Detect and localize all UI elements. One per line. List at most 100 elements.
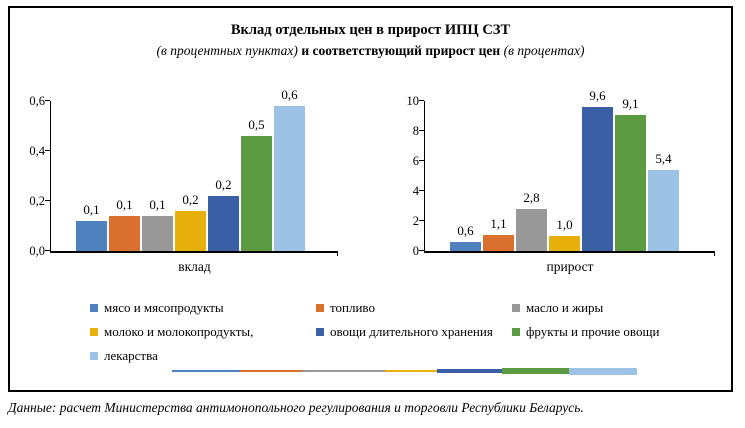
legend-color-swatch xyxy=(316,328,324,336)
bar-column: 0,6 xyxy=(450,223,481,251)
strip-segment xyxy=(569,367,637,375)
strip-segment xyxy=(302,370,385,372)
price-growth-bar-chart: 0,6 1,1 2,8 1,0 9,6 9,1 5,4 прирост 0 2 4 6 8 10 xyxy=(407,88,715,274)
bar-column: 9,1 xyxy=(615,96,646,251)
bar-value-label: 0,1 xyxy=(116,197,133,212)
bar-3: 2,8 xyxy=(516,190,547,251)
bar-value-label: 0,1 xyxy=(149,197,166,212)
y-tick-mark xyxy=(419,100,424,101)
bar-column: 0,2 xyxy=(208,177,239,251)
bar-value-label: 9,6 xyxy=(589,88,606,103)
bar-4: 1,0 xyxy=(549,217,580,251)
bar-value-label: 0,5 xyxy=(248,117,265,132)
title-line2: (в процентных пунктах) и соответствующий… xyxy=(10,41,731,61)
bar-value-label: 1,0 xyxy=(556,217,573,232)
bar-value-label: 0,6 xyxy=(281,87,298,102)
strip-segment xyxy=(172,370,240,372)
bar-6: 9,1 xyxy=(615,96,646,251)
legend-item: масло и жиры xyxy=(512,300,700,316)
legend-item: молоко и молокопродукты, xyxy=(90,324,316,340)
bar-value-label: 1,1 xyxy=(490,215,507,231)
bar-value-label: 0,2 xyxy=(215,177,232,192)
y-tick-mark xyxy=(419,220,424,221)
bar-value-label: 0,1 xyxy=(83,202,100,217)
bar-4: 0,2 xyxy=(175,192,206,251)
legend-label: лекарства xyxy=(104,348,158,363)
legend-item: фрукты и прочие овощи xyxy=(512,324,700,340)
x-axis-label: вклад xyxy=(178,259,211,274)
bar-3: 0,1 xyxy=(142,197,173,251)
bar-5: 9,6 xyxy=(582,88,613,251)
y-tick-label: 8 xyxy=(412,124,419,138)
y-tick-label: 0,4 xyxy=(29,144,45,158)
bar-value-label: 0,2 xyxy=(182,192,199,207)
strip-segment xyxy=(437,369,502,373)
bar-7: 0,6 xyxy=(274,87,305,251)
y-tick-mark xyxy=(419,130,424,131)
strip-segment xyxy=(502,368,569,374)
bar-column: 5,4 xyxy=(648,151,679,251)
title-line2-italic1: (в процентных пунктах) xyxy=(156,43,298,59)
y-tick-mark xyxy=(419,160,424,161)
legend-item: овощи длительного хранения xyxy=(316,324,512,340)
bars-group: 0,1 0,1 0,1 0,2 0,2 0,5 0,6 xyxy=(76,87,305,251)
bar-value-label: 2,8 xyxy=(523,190,540,205)
title-line2-italic2: (в процентах) xyxy=(503,43,585,59)
legend-color-swatch xyxy=(90,304,98,312)
stacked-strip xyxy=(172,365,638,377)
y-tick-mark xyxy=(45,250,50,251)
bar-6: 0,5 xyxy=(241,117,272,251)
y-tick-mark xyxy=(45,150,50,151)
legend-item: мясо и мясопродукты xyxy=(90,300,316,316)
bar-column: 1,0 xyxy=(549,217,580,251)
bar-column: 2,8 xyxy=(516,190,547,251)
y-tick-label: 0,6 xyxy=(29,94,45,108)
bar-value-label: 0,6 xyxy=(457,223,474,238)
y-tick-label: 0,0 xyxy=(29,244,45,258)
y-tick-label: 0 xyxy=(412,244,419,258)
bars-group: 0,6 1,1 2,8 1,0 9,6 9,1 5,4 xyxy=(450,88,679,251)
chart-frame: Вклад отдельных цен в прирост ИПЦ СЗТ (в… xyxy=(8,6,733,392)
legend-color-swatch xyxy=(512,304,520,312)
y-tick-mark xyxy=(419,250,424,251)
bar-column: 0,1 xyxy=(109,197,140,251)
y-tick-mark xyxy=(45,100,50,101)
strip-segment xyxy=(240,370,302,372)
bar-column: 0,2 xyxy=(175,192,206,251)
y-tick-label: 2 xyxy=(412,214,419,228)
contribution-bar-chart: 0,1 0,1 0,1 0,2 0,2 0,5 0,6 вклад 0,0 0,2 0,4 0,6 xyxy=(29,87,338,274)
bar-1: 0,6 xyxy=(450,223,481,251)
bar-column: 0,1 xyxy=(142,197,173,251)
bar-column: 0,6 xyxy=(274,87,305,251)
legend-label: мясо и мясопродукты xyxy=(104,300,224,315)
bar-value-label: 9,1 xyxy=(622,95,639,111)
strip-segment xyxy=(385,370,437,372)
y-tick-label: 6 xyxy=(412,154,419,168)
y-tick-label: 0,2 xyxy=(29,194,45,208)
legend-label: фрукты и прочие овощи xyxy=(526,324,660,339)
legend-item: лекарства xyxy=(90,348,316,364)
legend-label: топливо xyxy=(330,300,375,315)
legend-item: топливо xyxy=(316,300,512,316)
y-tick-mark xyxy=(419,190,424,191)
bar-2: 1,1 xyxy=(483,216,514,251)
title-line2-bold: и соответствующий прирост цен xyxy=(297,43,504,59)
legend-label: масло и жиры xyxy=(526,300,604,315)
bar-column: 1,1 xyxy=(483,216,514,251)
legend-color-swatch xyxy=(90,328,98,336)
bar-5: 0,2 xyxy=(208,177,239,251)
legend-color-swatch xyxy=(316,304,324,312)
x-axis-label: прирост xyxy=(546,259,594,274)
bar-value-label: 5,4 xyxy=(655,151,672,166)
y-tick-label: 10 xyxy=(406,94,420,108)
source-caption: Данные: расчет Министерства антимонополь… xyxy=(8,400,584,415)
legend: мясо и мясопродукты топливо масло и жиры мо… xyxy=(90,300,700,364)
bar-column: 0,5 xyxy=(241,117,272,251)
legend-color-swatch xyxy=(512,328,520,336)
title-line1: Вклад отдельных цен в прирост ИПЦ СЗТ xyxy=(230,22,511,38)
legend-color-swatch xyxy=(90,352,98,360)
bar-column: 9,6 xyxy=(582,88,613,251)
bar-1: 0,1 xyxy=(76,202,107,251)
legend-label: овощи длительного хранения xyxy=(330,324,493,339)
